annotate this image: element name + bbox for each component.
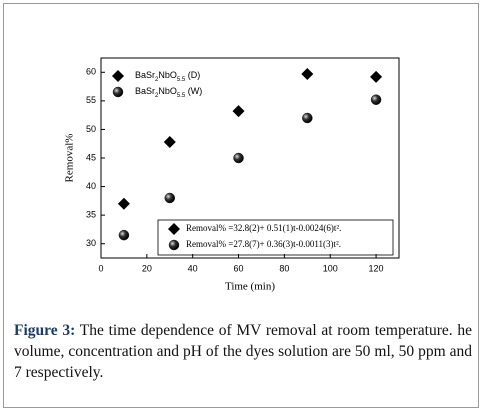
legend-text-part: 5.5 — [177, 77, 186, 83]
point — [232, 105, 245, 118]
legend-label: BaSr2NbO5.5 (W) — [135, 86, 202, 98]
x-tick-label: 40 — [188, 263, 198, 273]
y-tick-label: 55 — [86, 95, 96, 105]
point — [164, 192, 176, 204]
chart: Time (min) Removal% 0 20 40 60 80 100 120 30 35 4… — [64, 57, 400, 293]
point — [118, 229, 130, 241]
legend-text-part: NbO — [158, 70, 177, 80]
y-tick-label: 50 — [86, 124, 96, 134]
legend-marker — [112, 86, 124, 98]
point — [117, 197, 130, 210]
y-axis-label: Removal% — [64, 134, 76, 183]
point — [301, 68, 314, 80]
point — [370, 70, 383, 83]
x-tick-label: 100 — [323, 263, 338, 273]
point — [163, 136, 176, 148]
y-tick-label: 40 — [86, 181, 96, 191]
x-tick-label: 80 — [279, 263, 289, 273]
legend-text-part: (W) — [185, 86, 202, 96]
x-tick-label: 120 — [369, 263, 384, 273]
y-tick-label: 35 — [86, 210, 96, 220]
y-tick-label: 45 — [86, 152, 96, 162]
point — [370, 94, 382, 105]
y-tick-label: 60 — [86, 67, 96, 77]
legend-text-part: BaSr — [135, 86, 155, 96]
legend-text-part: NbO — [158, 86, 177, 96]
x-axis-label: Time (min) — [225, 281, 275, 293]
legend-label: BaSr2NbO5.5 (D) — [135, 70, 200, 82]
legend-text-part: (D) — [185, 70, 200, 80]
annotation: Removal% =32.8(2)+ 0.51(1)t-0.0024(6)t². — [186, 223, 341, 233]
legend-text-part: 2 — [155, 93, 159, 99]
annotation: Removal% =27.8(7)+ 0.36(3)t-0.0011(3)t². — [186, 239, 341, 249]
annotation-marker — [168, 239, 180, 251]
caption: Figure 3: The time dependence of MV remo… — [14, 320, 472, 383]
legend-text-part: BaSr — [135, 70, 155, 80]
y-tick-label: 30 — [86, 238, 96, 248]
point — [302, 112, 313, 124]
annotation-marker — [168, 223, 180, 235]
legend-text-part: 5.5 — [177, 93, 186, 99]
caption-label: Figure 3: — [14, 322, 76, 339]
x-tick-label: 0 — [98, 263, 103, 273]
legend-marker — [112, 70, 124, 82]
point — [233, 152, 244, 164]
x-tick-label: 20 — [142, 263, 152, 273]
figure-frame — [3, 3, 479, 408]
caption-text: The time dependence of MV removal at roo… — [14, 322, 472, 381]
annotation-box — [157, 219, 394, 256]
x-tick-label: 60 — [234, 263, 244, 273]
legend-text-part: 2 — [155, 77, 159, 83]
